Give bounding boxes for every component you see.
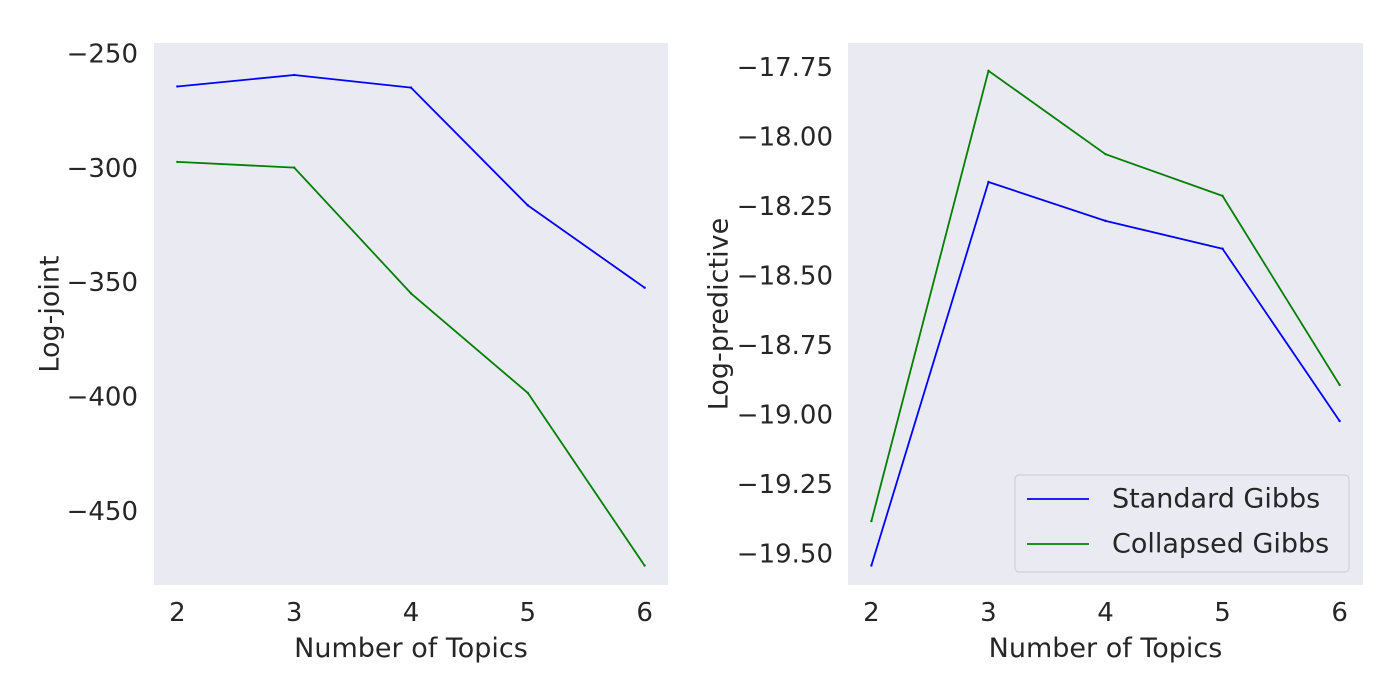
data-point <box>526 204 530 207</box>
plot-area <box>154 43 668 585</box>
x-tick-label: 2 <box>863 598 880 628</box>
data-point <box>1338 419 1341 423</box>
legend-label: Collapsed Gibbs <box>1112 529 1329 560</box>
x-tick-label: 2 <box>169 598 186 628</box>
x-tick-label: 4 <box>403 598 420 628</box>
data-point <box>1338 383 1341 387</box>
y-tick-label: −18.75 <box>737 331 833 361</box>
x-tick-label: 6 <box>636 598 653 628</box>
data-point <box>1104 152 1107 156</box>
legend: Standard Gibbs Collapsed Gibbs <box>1014 474 1350 573</box>
y-tick-label: −18.00 <box>737 123 833 153</box>
x-tick-label: 4 <box>1097 598 1114 628</box>
data-point <box>409 292 413 295</box>
y-tick-label: −350 <box>67 268 138 298</box>
data-point <box>292 166 296 169</box>
legend-label: Standard Gibbs <box>1112 484 1320 515</box>
y-tick-label: −19.00 <box>737 400 833 430</box>
x-tick-label: 6 <box>1331 598 1348 628</box>
y-tick-label: −18.25 <box>737 192 833 222</box>
data-point <box>870 564 873 567</box>
y-tick-label: −19.50 <box>737 539 833 569</box>
y-tick-label: −400 <box>67 382 138 412</box>
x-tick-label: 5 <box>1214 598 1231 628</box>
y-tick-label: −450 <box>67 497 138 527</box>
data-point <box>643 564 646 567</box>
y-axis-label: Log-joint <box>35 255 66 372</box>
y-tick-label: −19.25 <box>737 470 833 500</box>
data-point <box>526 391 530 395</box>
y-tick-label: −250 <box>67 39 138 69</box>
legend-box <box>1014 474 1350 573</box>
data-point <box>292 73 296 77</box>
data-point <box>176 85 179 88</box>
y-tick-label: −300 <box>67 154 138 184</box>
x-axis-label: Number of Topics <box>989 633 1223 664</box>
x-axis-label: Number of Topics <box>294 633 528 664</box>
data-point <box>643 286 646 289</box>
data-point <box>409 86 413 89</box>
y-axis-label: Log-predictive <box>704 218 735 410</box>
x-tick-label: 3 <box>286 598 303 628</box>
x-tick-label: 5 <box>520 598 537 628</box>
y-tick-label: −17.75 <box>737 53 833 83</box>
y-tick-label: −18.50 <box>737 261 833 291</box>
data-point <box>987 69 990 72</box>
data-point <box>870 519 873 523</box>
x-tick-label: 3 <box>980 598 997 628</box>
data-point <box>987 180 990 184</box>
chart-log-joint: −250 −300 −350 −400 −450 2 3 4 5 6 Number of Topic… <box>35 39 668 664</box>
data-point <box>1221 247 1224 250</box>
data-point <box>176 160 179 164</box>
data-point <box>1104 219 1107 223</box>
data-point <box>1221 194 1224 198</box>
chart-log-predictive: −17.75 −18.00 −18.25 −18.50 −18.75 −19.00 −19.… <box>704 43 1363 664</box>
